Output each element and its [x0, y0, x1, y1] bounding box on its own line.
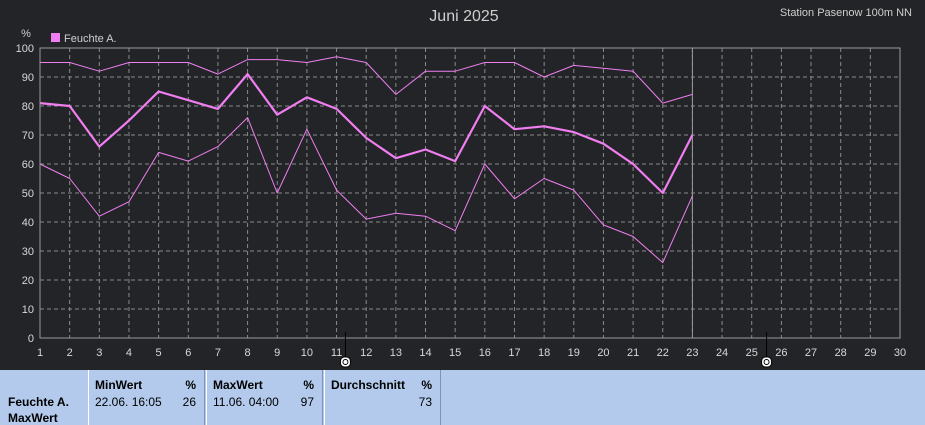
x-tick-label: 20 [597, 347, 609, 359]
x-tick-label: 15 [449, 347, 461, 359]
x-tick-label: 27 [805, 347, 817, 359]
x-tick-label: 10 [301, 347, 313, 359]
x-tick-label: 21 [627, 347, 639, 359]
x-tick-label: 7 [215, 347, 221, 359]
y-tick-label: 60 [22, 159, 34, 171]
x-tick-label: 13 [390, 347, 402, 359]
series-line-min [39, 117, 693, 264]
avg-panel: Durchschnitt % 73 [324, 370, 441, 425]
y-tick-label: 40 [22, 217, 34, 229]
x-tick-label: 17 [508, 347, 520, 359]
legend-label: Feuchte A. [64, 33, 117, 45]
x-tick-label: 19 [568, 347, 580, 359]
x-tick-label: 29 [864, 347, 876, 359]
y-tick-label: 30 [22, 246, 34, 258]
x-tick-label: 4 [126, 347, 132, 359]
x-tick-label: 3 [96, 347, 102, 359]
stats-series-label: Feuchte A. [8, 395, 69, 409]
scroll-handle-icon[interactable] [339, 356, 351, 368]
x-tick-label: 6 [185, 347, 191, 359]
avg-unit: % [421, 378, 432, 392]
y-tick-label: 90 [22, 72, 34, 84]
y-tick-label: 100 [16, 43, 34, 55]
min-panel: MinWert % 22.06. 16:05 26 [88, 370, 205, 425]
humidity-chart: Juni 2025 Station Pasenow 100m NN % Feuc… [16, 7, 912, 368]
legend-swatch [51, 33, 60, 42]
x-tick-label: 26 [775, 347, 787, 359]
y-tick-label: 20 [22, 275, 34, 287]
x-tick-label: 23 [686, 347, 698, 359]
max-unit: % [303, 378, 314, 392]
min-header: MinWert [95, 378, 143, 392]
grid [40, 48, 900, 338]
max-header: MaxWert [213, 378, 263, 392]
plot-border [39, 47, 901, 339]
scroll-markers [339, 332, 773, 368]
scroll-handle-dot [342, 359, 349, 365]
x-tick-label: 8 [245, 347, 251, 359]
scroll-handle-icon[interactable] [761, 356, 773, 368]
x-tick-label: 2 [67, 347, 73, 359]
x-tick-label: 12 [360, 347, 372, 359]
max-panel: MaxWert % 11.06. 04:00 97 [206, 370, 323, 425]
x-tick-label: 25 [746, 347, 758, 359]
y-tick-label: 70 [22, 130, 34, 142]
min-value: 26 [182, 395, 196, 409]
x-tick-label: 5 [156, 347, 162, 359]
y-tick-label: 0 [28, 333, 34, 345]
chart-title: Juni 2025 [429, 8, 498, 25]
y-tick-label: 50 [22, 188, 34, 200]
series-lines [39, 56, 694, 264]
y-tick-label: 80 [22, 101, 34, 113]
x-tick-label: 11 [331, 347, 342, 359]
stats-bar: Feuchte A. MaxWert MinWert % 22.06. 16:0… [0, 370, 925, 425]
min-unit: % [185, 378, 196, 392]
x-tick-label: 16 [479, 347, 491, 359]
y-axis-unit: % [21, 28, 31, 40]
y-tick-label: 10 [22, 304, 34, 316]
x-tick-label: 9 [274, 347, 280, 359]
avg-header: Durchschnitt [331, 378, 406, 392]
x-tick-label: 18 [538, 347, 550, 359]
min-date: 22.06. 16:05 [95, 395, 162, 409]
series-line-max [40, 56, 693, 104]
x-tick-label: 30 [894, 347, 906, 359]
max-date: 11.06. 04:00 [213, 395, 279, 409]
series-line-average [39, 72, 694, 195]
x-tick-label: 14 [419, 347, 431, 359]
x-tick-label: 24 [716, 347, 728, 359]
x-tick-label: 28 [835, 347, 847, 359]
max-value: 97 [300, 395, 314, 409]
scroll-handle-dot [763, 359, 770, 365]
station-label: Station Pasenow 100m NN [780, 7, 912, 19]
x-tick-label: 1 [37, 347, 43, 359]
stats-row-label: MaxWert [8, 411, 58, 425]
x-tick-label: 22 [657, 347, 669, 359]
avg-value: 73 [418, 395, 432, 409]
